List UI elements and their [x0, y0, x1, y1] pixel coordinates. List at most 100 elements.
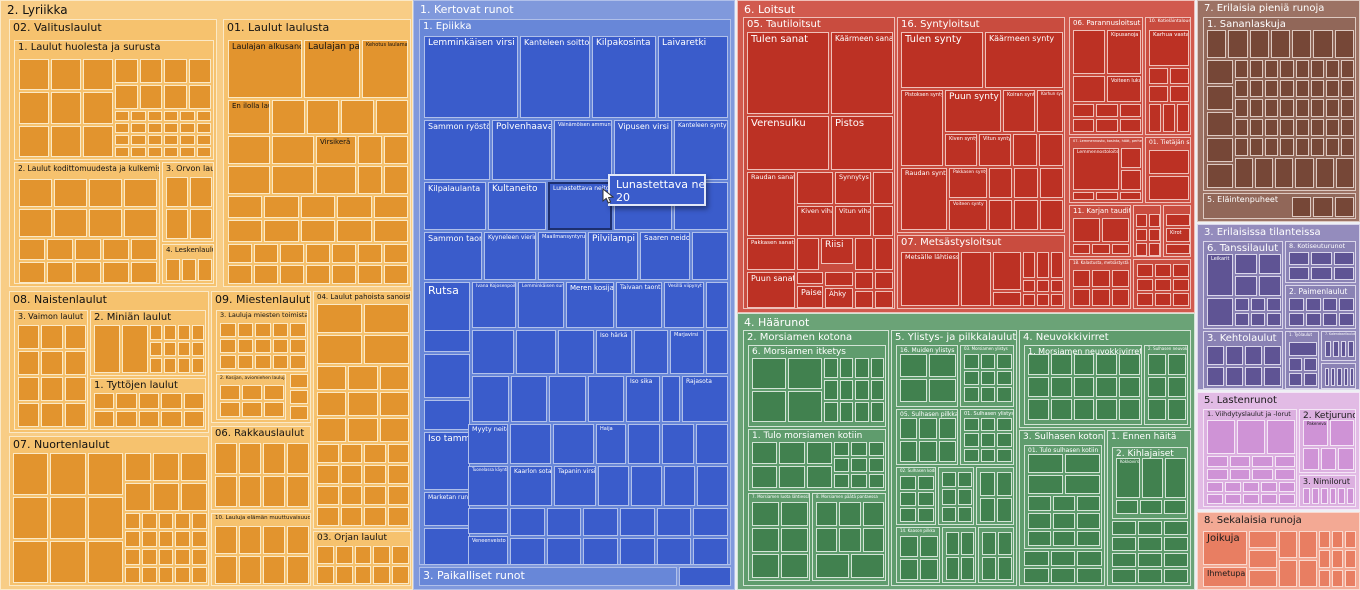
cell[interactable] [1243, 482, 1259, 492]
cell[interactable] [115, 59, 138, 83]
cell[interactable] [1289, 298, 1304, 311]
cell[interactable] [141, 549, 157, 565]
cell[interactable] [824, 380, 838, 400]
cell-puun-sanat[interactable]: Puun sanat [747, 272, 795, 308]
cell[interactable] [1052, 530, 1076, 546]
cell[interactable] [779, 442, 805, 464]
cell-grid[interactable] [1303, 448, 1354, 470]
cell-grid[interactable] [1073, 218, 1129, 242]
cell[interactable] [175, 567, 191, 583]
cell[interactable] [220, 323, 236, 337]
cell[interactable] [264, 196, 299, 218]
group-1-morsiamen-neuvokkivirret[interactable]: 1. Morsiamen neuvokkivirret [1024, 345, 1142, 425]
cell[interactable] [634, 330, 668, 374]
group-07-lemmennosto-kosinta-haat-perhe-elama[interactable]: 07. Lemmennosto, kosinta, häät, perhe-el… [1069, 137, 1143, 203]
cell[interactable] [1173, 278, 1189, 292]
cell[interactable] [384, 136, 408, 164]
cell[interactable] [196, 123, 211, 133]
cell[interactable] [1121, 148, 1141, 168]
cell-grid[interactable] [1073, 270, 1129, 306]
cell[interactable] [192, 549, 207, 565]
cell[interactable] [1207, 469, 1228, 480]
cell[interactable] [228, 196, 263, 218]
cell[interactable] [354, 546, 372, 564]
cell-marketan-runo[interactable]: Marketan runo [424, 492, 470, 526]
cell[interactable] [1133, 205, 1161, 257]
cell[interactable] [161, 393, 182, 409]
cell[interactable] [1073, 119, 1095, 132]
cell[interactable] [834, 474, 850, 488]
cell[interactable] [546, 538, 582, 564]
cell[interactable] [317, 566, 334, 584]
cell-grid[interactable] [1121, 148, 1141, 190]
cell[interactable] [942, 472, 956, 488]
cell[interactable] [18, 403, 40, 427]
cell[interactable] [373, 546, 391, 564]
cell[interactable] [1249, 569, 1277, 587]
cell[interactable] [1322, 313, 1338, 326]
cell[interactable] [1166, 214, 1190, 226]
cell[interactable] [125, 567, 140, 583]
cell[interactable] [340, 444, 362, 463]
group-04-laulut-pahoista-sanoista[interactable]: 04. Laulut pahoista sanoista [313, 291, 411, 529]
cell[interactable] [1138, 521, 1162, 535]
cell[interactable] [1274, 456, 1295, 467]
cell[interactable] [1037, 280, 1049, 292]
cell-grid[interactable] [317, 366, 409, 442]
cell[interactable] [192, 358, 204, 373]
cell[interactable] [961, 252, 991, 306]
group-01-tulo-sulhasen-kotiin[interactable]: 01. Tulo sulhasen kotiin [1024, 445, 1102, 549]
cell[interactable] [1050, 568, 1076, 583]
cell[interactable] [103, 262, 129, 283]
cell[interactable] [1338, 488, 1346, 504]
cell-grid[interactable] [19, 179, 157, 237]
cell[interactable] [1014, 168, 1038, 198]
group-1-viihdytyslaulut-ja-lorut[interactable]: 1. Viihdytyslaulut ja -lorut [1203, 409, 1297, 507]
cell[interactable] [1148, 354, 1166, 375]
group-8-morsiamen-paata-pantaessa[interactable]: 8. Morsiamen päätä pantaessa [812, 493, 886, 581]
cell-pistos[interactable]: Pistos [831, 116, 893, 170]
cell[interactable] [1235, 158, 1254, 188]
cell[interactable] [855, 358, 869, 378]
cell[interactable] [1028, 376, 1049, 398]
section-8-sekalaisia-runoja[interactable]: 8. Sekalaisia runoja Joikuja Ihmetupa [1197, 512, 1360, 590]
cell[interactable] [54, 209, 87, 237]
cell[interactable] [1155, 293, 1171, 306]
cell[interactable] [1340, 99, 1354, 117]
cell[interactable] [1279, 560, 1297, 587]
cell-grid[interactable] [1289, 298, 1354, 326]
cell[interactable] [317, 418, 347, 442]
cell[interactable] [870, 402, 884, 422]
cell[interactable] [1332, 550, 1343, 568]
cell[interactable] [317, 366, 347, 390]
cell-grid[interactable] [752, 358, 822, 422]
cell[interactable] [337, 196, 372, 218]
cell[interactable] [1329, 488, 1337, 504]
cell[interactable] [900, 379, 927, 402]
cell[interactable] [164, 325, 176, 340]
cell[interactable] [752, 554, 779, 578]
cell[interactable] [978, 527, 1014, 583]
cell[interactable] [1155, 278, 1171, 292]
cell[interactable] [510, 508, 545, 536]
cell[interactable] [1077, 530, 1100, 546]
cell[interactable] [1235, 276, 1257, 296]
cell-grid[interactable] [220, 385, 284, 417]
cell-pakkasen-synty[interactable]: Pakkasen synty [949, 168, 987, 198]
cell-grid[interactable] [816, 502, 884, 552]
cell[interactable] [1065, 475, 1100, 494]
cell-grid[interactable] [1149, 68, 1189, 102]
cell[interactable] [153, 483, 179, 511]
cell-grid[interactable] [1235, 60, 1354, 156]
cell[interactable] [188, 85, 211, 109]
cell-sammon-taonta[interactable]: Sammon taonta [424, 232, 482, 280]
cell-myyty-neito[interactable]: Myyty neito [468, 424, 508, 464]
cell[interactable] [317, 392, 347, 416]
cell[interactable] [989, 168, 1013, 198]
cell[interactable] [1112, 537, 1136, 551]
cell[interactable] [19, 59, 49, 91]
cell[interactable] [1340, 341, 1347, 357]
cell[interactable] [1155, 264, 1171, 277]
cell[interactable] [41, 325, 63, 349]
cell[interactable] [1295, 60, 1309, 78]
